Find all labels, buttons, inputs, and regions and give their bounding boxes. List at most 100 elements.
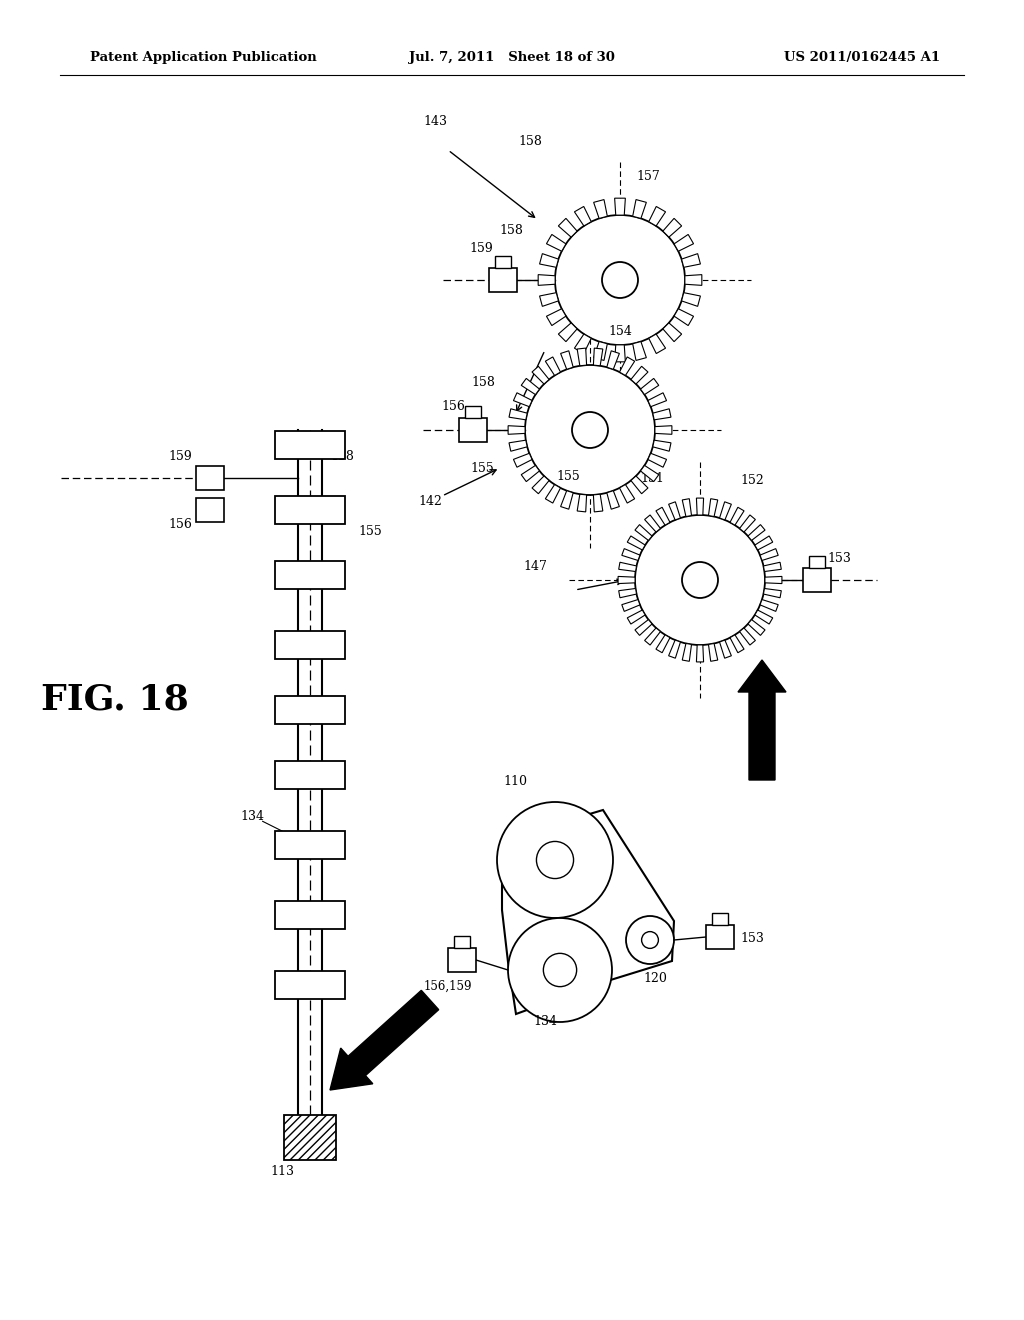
Circle shape	[642, 932, 658, 948]
Text: 147: 147	[523, 560, 547, 573]
Polygon shape	[649, 334, 666, 354]
Polygon shape	[682, 293, 700, 306]
FancyArrow shape	[738, 660, 786, 780]
Polygon shape	[509, 440, 527, 451]
Polygon shape	[674, 235, 693, 251]
Polygon shape	[508, 426, 525, 434]
Polygon shape	[652, 440, 671, 451]
Polygon shape	[540, 293, 558, 306]
Polygon shape	[682, 643, 691, 661]
Text: Jul. 7, 2011   Sheet 18 of 30: Jul. 7, 2011 Sheet 18 of 30	[409, 51, 615, 65]
Bar	[275, 432, 345, 459]
Polygon shape	[560, 491, 573, 510]
Bar	[712, 913, 728, 925]
Polygon shape	[622, 599, 640, 611]
Polygon shape	[574, 334, 591, 354]
Text: 110: 110	[503, 775, 527, 788]
Bar	[275, 832, 345, 859]
Bar	[459, 418, 487, 442]
Polygon shape	[765, 577, 782, 583]
Polygon shape	[644, 628, 660, 645]
Polygon shape	[628, 610, 645, 624]
Bar	[809, 556, 825, 568]
Text: 134: 134	[534, 1015, 557, 1028]
Text: 154: 154	[608, 325, 632, 338]
Polygon shape	[607, 491, 620, 510]
Polygon shape	[682, 499, 691, 516]
Polygon shape	[674, 309, 693, 326]
Text: 156,159: 156,159	[424, 979, 472, 993]
Polygon shape	[513, 393, 532, 407]
Text: 143: 143	[423, 115, 447, 128]
FancyArrow shape	[330, 990, 438, 1090]
Polygon shape	[739, 515, 756, 532]
Polygon shape	[696, 645, 703, 661]
Polygon shape	[618, 577, 635, 583]
Polygon shape	[641, 466, 658, 482]
Polygon shape	[631, 366, 648, 384]
Bar	[275, 762, 345, 789]
Bar	[495, 256, 511, 268]
Polygon shape	[748, 524, 765, 540]
Polygon shape	[622, 549, 640, 561]
Text: 113: 113	[270, 1166, 294, 1177]
Polygon shape	[655, 426, 672, 434]
Text: 120: 120	[643, 972, 667, 985]
Polygon shape	[739, 628, 756, 645]
Text: 158: 158	[518, 135, 542, 148]
Text: 159: 159	[469, 242, 493, 255]
Polygon shape	[631, 477, 648, 494]
Bar	[196, 498, 224, 521]
Text: 156: 156	[168, 517, 191, 531]
Bar	[803, 568, 831, 591]
Bar	[196, 466, 224, 490]
Text: 155: 155	[470, 462, 494, 475]
Bar	[275, 561, 345, 589]
Polygon shape	[644, 515, 660, 532]
Polygon shape	[614, 198, 626, 215]
Circle shape	[525, 366, 655, 495]
Polygon shape	[532, 366, 549, 384]
Bar	[275, 696, 345, 723]
Polygon shape	[652, 409, 671, 420]
Polygon shape	[532, 477, 549, 494]
Polygon shape	[546, 356, 560, 375]
Text: 142: 142	[418, 495, 442, 508]
Polygon shape	[685, 275, 701, 285]
Polygon shape	[618, 589, 637, 598]
Bar	[465, 407, 481, 418]
Text: 158: 158	[471, 376, 495, 389]
Polygon shape	[709, 499, 718, 516]
Polygon shape	[594, 199, 607, 218]
Polygon shape	[641, 379, 658, 395]
Polygon shape	[540, 253, 558, 268]
Polygon shape	[682, 253, 700, 268]
Polygon shape	[618, 562, 637, 572]
Circle shape	[602, 261, 638, 298]
Polygon shape	[649, 206, 666, 226]
Polygon shape	[760, 599, 778, 611]
Polygon shape	[558, 218, 578, 238]
Polygon shape	[764, 562, 781, 572]
Text: Patent Application Publication: Patent Application Publication	[90, 51, 316, 65]
Polygon shape	[521, 379, 540, 395]
Polygon shape	[578, 348, 587, 366]
Text: 151: 151	[640, 473, 664, 484]
Polygon shape	[574, 206, 591, 226]
Polygon shape	[755, 610, 773, 624]
Polygon shape	[720, 502, 731, 520]
Text: 134: 134	[240, 810, 264, 822]
Polygon shape	[594, 342, 607, 360]
Text: 158: 158	[499, 224, 523, 238]
Polygon shape	[730, 507, 744, 525]
Bar	[454, 936, 470, 948]
Text: 153: 153	[740, 932, 764, 945]
Polygon shape	[560, 351, 573, 370]
Polygon shape	[633, 342, 646, 360]
Text: US 2011/0162445 A1: US 2011/0162445 A1	[784, 51, 940, 65]
Polygon shape	[593, 348, 603, 366]
Polygon shape	[607, 351, 620, 370]
Text: 159: 159	[168, 450, 191, 463]
Circle shape	[626, 916, 674, 964]
Circle shape	[537, 841, 573, 879]
